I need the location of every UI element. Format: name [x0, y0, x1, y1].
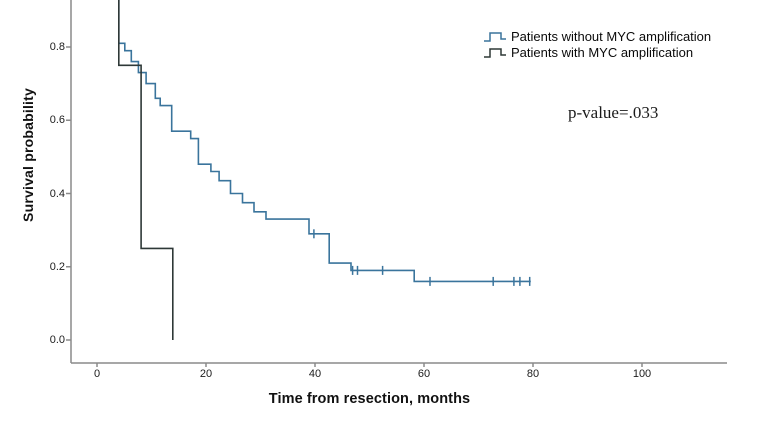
y-tick-label: 0.0 [49, 334, 65, 346]
survival-curve-without_myc [118, 0, 531, 283]
step-line-icon [484, 32, 506, 42]
y-tick-label: 0.6 [49, 114, 65, 127]
survival-curve-with_myc [118, 0, 174, 340]
y-tick-label: 0.4 [49, 187, 65, 200]
x-tick-label: 60 [417, 368, 431, 380]
legend-item-without-myc: Patients without MYC amplification [483, 29, 711, 45]
axes [66, 0, 727, 367]
y-tick-label: 0.8 [49, 41, 65, 53]
x-tick-label: 80 [526, 368, 540, 380]
x-axis-tick-labels: 0 20 40 60 80 100 [0, 368, 762, 384]
y-tick-label: 0.2 [49, 260, 65, 273]
y-axis-tick-labels: 0.0 0.2 0.4 0.6 0.8 [38, 0, 65, 422]
censor-marks-without_myc [313, 229, 531, 286]
p-value-annotation: p-value=.033 [568, 103, 659, 122]
x-tick-label: 0 [93, 368, 101, 380]
x-tick-label: 20 [199, 368, 213, 380]
legend-label-with-myc: Patients with MYC amplification [511, 45, 694, 60]
legend-item-with-myc: Patients with MYC amplification [483, 45, 711, 61]
x-axis-title: Time from resection, months [268, 391, 471, 407]
legend-label-without-myc: Patients without MYC amplification [511, 29, 712, 44]
legend: Patients without MYC amplification Patie… [483, 29, 711, 61]
x-tick-label: 40 [308, 368, 322, 380]
y-axis-title: Survival probability [20, 88, 36, 222]
x-tick-label: 100 [632, 368, 652, 380]
step-line-icon [484, 48, 506, 58]
